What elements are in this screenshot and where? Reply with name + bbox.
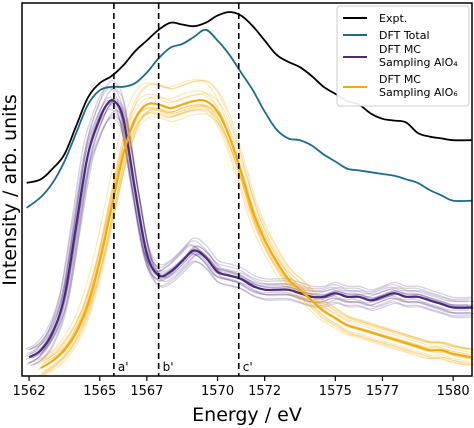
mc-sample-curve — [44, 104, 474, 361]
mc-sample-curve — [41, 113, 474, 375]
expt-curve — [26, 11, 473, 184]
mc-sample-curve — [30, 87, 474, 359]
x-tick-label: 1565 — [83, 384, 116, 399]
legend-label-expt: Expt. — [379, 12, 407, 25]
ref-label-c-prime: c' — [243, 360, 253, 374]
reference-lines: a' b' c' — [113, 3, 253, 376]
legend-label-alo4-line2: Sampling AlO₄ — [379, 56, 458, 69]
ref-label-b-prime: b' — [163, 360, 174, 374]
x-axis-ticks: 1562 1565 1567 1570 1572 1575 1577 1580 — [13, 376, 470, 399]
mc-sample-curve — [40, 79, 473, 361]
plot-frame — [21, 2, 473, 377]
x-tick-label: 1580 — [437, 384, 470, 399]
legend-label-alo4-line1: DFT MC — [379, 43, 421, 56]
alo6-mean-curve — [40, 98, 473, 369]
ref-label-a-prime: a' — [118, 360, 129, 374]
x-tick-label: 1572 — [248, 384, 281, 399]
x-tick-label: 1567 — [130, 384, 163, 399]
mc-sample-curve — [25, 103, 470, 361]
mc-sample-curve — [30, 114, 474, 367]
x-tick-label: 1562 — [13, 384, 46, 399]
mc-sample-curve — [27, 86, 471, 351]
mc-sample-curve — [28, 80, 473, 351]
legend-frame — [336, 5, 470, 107]
mc-sample-curve — [32, 98, 474, 366]
alo4-mean-curve — [28, 99, 473, 359]
mc-sample-curve — [43, 105, 474, 364]
mc-sample-curve — [38, 103, 471, 361]
mc-sample-curve — [25, 99, 469, 350]
legend-label-alo6-line2: Sampling AlO₆ — [379, 86, 458, 99]
x-tick-label: 1570 — [201, 384, 234, 399]
legend: Expt. DFT Total DFT MC Sampling AlO₄ DFT… — [336, 5, 470, 107]
mc-sample-curve — [28, 117, 472, 364]
mc-sample-curve — [24, 86, 468, 358]
mc-sample-curve — [36, 104, 469, 365]
main-series-curves — [26, 11, 473, 369]
x-tick-label: 1575 — [319, 384, 352, 399]
dft-total-curve — [26, 28, 473, 209]
x-axis-label: Energy / eV — [192, 404, 302, 426]
legend-label-alo6-line1: DFT MC — [379, 73, 421, 86]
mc-sample-curve — [26, 96, 470, 366]
x-tick-label: 1577 — [366, 384, 399, 399]
y-axis-label: Intensity / arb. units — [0, 94, 21, 285]
mc-sample-curve — [31, 101, 474, 350]
mc-sample-curve — [41, 107, 473, 374]
legend-label-dft-total: DFT Total — [379, 29, 430, 42]
